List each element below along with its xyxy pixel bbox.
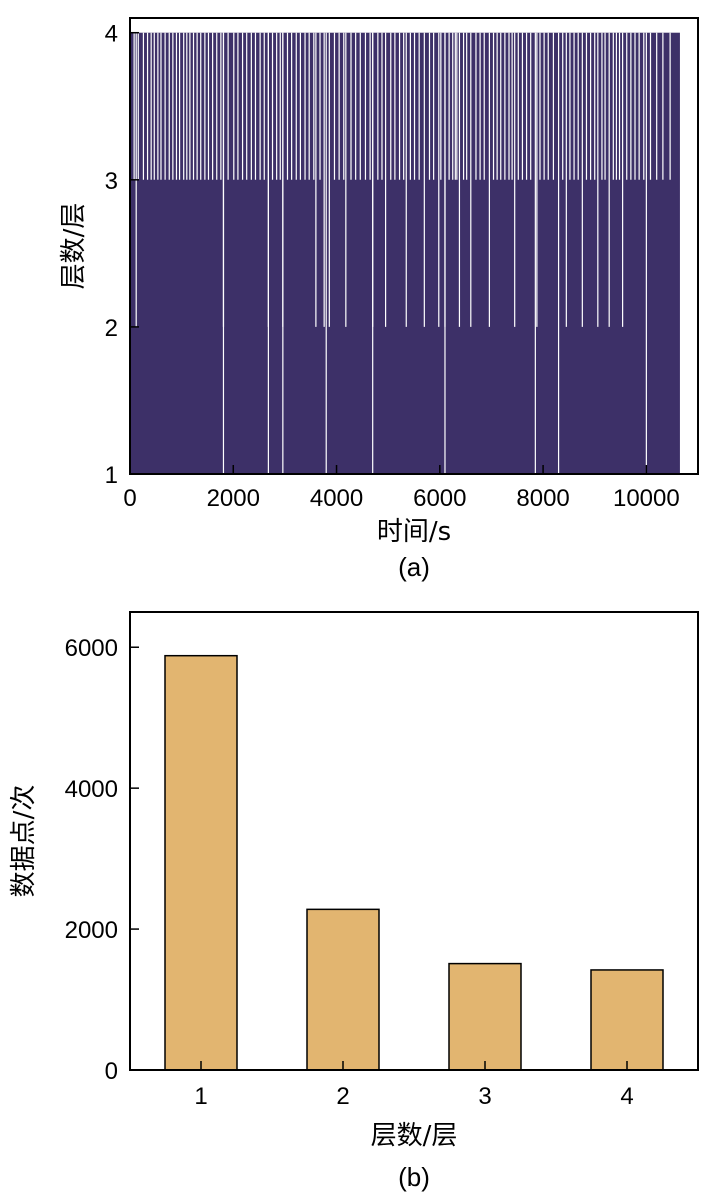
x-tick-label: 3 xyxy=(478,1083,491,1110)
y-tick-label: 6000 xyxy=(65,635,118,662)
bar-layer-2 xyxy=(306,908,380,1071)
y-tick-label: 1 xyxy=(105,462,118,489)
panel-b-y-axis-title: 数据点/次 xyxy=(9,785,39,898)
y-tick-label: 0 xyxy=(105,1058,118,1085)
y-tick-label: 2000 xyxy=(65,917,118,944)
x-tick-label: 1 xyxy=(194,1083,207,1110)
panel-b-x-axis-title: 层数/层 xyxy=(371,1121,458,1151)
bar-layer-1 xyxy=(164,654,238,1071)
x-tick-label: 0 xyxy=(123,485,136,512)
panel-a-ticks: 0 2000 4000 6000 8000 10000 1 2 3 4 xyxy=(105,21,680,512)
panel-a-y-axis-title: 层数/层 xyxy=(59,203,89,290)
panel-a-x-axis-title: 时间/s xyxy=(377,517,451,547)
bar-layer-4 xyxy=(590,969,664,1071)
y-tick-label: 4000 xyxy=(65,776,118,803)
y-tick-label: 3 xyxy=(105,168,118,195)
layer-signal-fill xyxy=(130,32,680,474)
x-tick-label: 4 xyxy=(620,1083,633,1110)
panel-b-marks xyxy=(164,654,664,1071)
x-tick-label: 6000 xyxy=(413,485,466,512)
x-tick-label: 2 xyxy=(336,1083,349,1110)
bar-layer-3 xyxy=(448,962,522,1071)
x-tick-label: 10000 xyxy=(613,485,680,512)
panel-a-plot-frame xyxy=(129,17,699,475)
panel-b-ticks: 1 2 3 4 0 2000 4000 6000 xyxy=(65,635,634,1110)
panel-b-chart: 1 2 3 4 0 2000 4000 6000 层数/层 数据点/次 (b) xyxy=(9,611,699,1192)
x-tick-label: 4000 xyxy=(310,485,363,512)
y-tick-label: 2 xyxy=(105,315,118,342)
y-tick-label: 4 xyxy=(105,21,118,48)
panel-a-label: (a) xyxy=(398,552,430,582)
panel-b-plot-frame xyxy=(129,611,699,1071)
x-tick-label: 8000 xyxy=(516,485,569,512)
x-tick-label: 2000 xyxy=(207,485,260,512)
panel-a-chart: 0 2000 4000 6000 8000 10000 1 2 3 4 时间/s 层数/层 (a) xyxy=(59,17,699,582)
panel-b-label: (b) xyxy=(398,1162,430,1192)
panel-a-marks xyxy=(130,32,680,474)
